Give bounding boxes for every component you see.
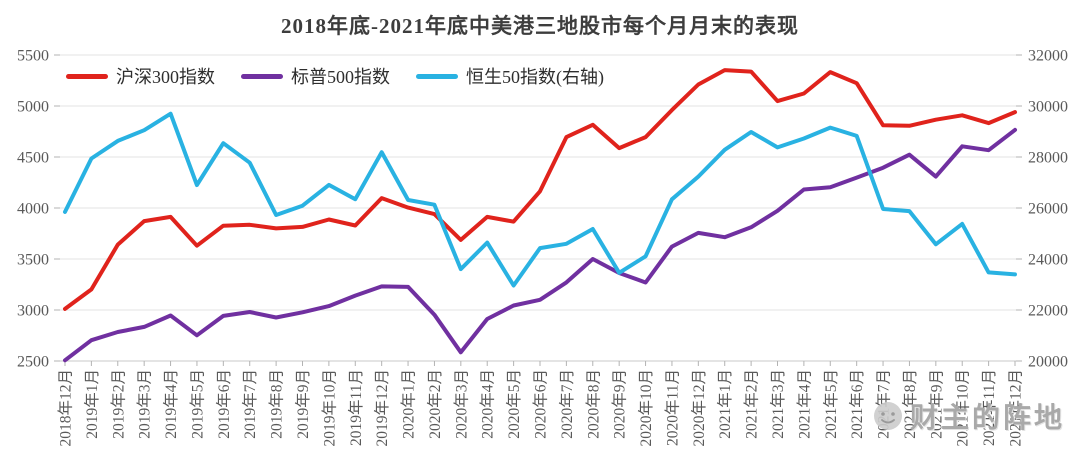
x-axis-label: 2020年5月 [505, 369, 523, 439]
series-line-1 [63, 127, 1017, 363]
x-axis-label: 2021年7月 [875, 369, 893, 439]
left-axis-label: 2500 [17, 354, 49, 371]
legend-swatch-hs50-icon [416, 73, 458, 79]
right-axis-label: 32000 [1028, 48, 1068, 65]
x-axis-label: 2020年7月 [558, 369, 576, 439]
x-axis-label: 2020年9月 [611, 369, 629, 439]
x-axis-label: 2021年4月 [795, 369, 813, 439]
x-axis-label: 2019年4月 [162, 369, 180, 439]
x-axis-label: 2019年6月 [215, 369, 233, 439]
x-axis-label: 2021年1月 [716, 369, 734, 439]
x-axis-label: 2019年2月 [109, 369, 127, 439]
right-axis-label: 26000 [1028, 201, 1068, 218]
left-axis-label: 3500 [17, 252, 49, 269]
x-axis-label: 2021年6月 [848, 369, 866, 439]
x-axis-label: 2019年9月 [294, 369, 312, 439]
x-axis-label: 2019年1月 [83, 369, 101, 439]
x-axis-label: 2020年3月 [452, 369, 470, 439]
right-axis-label: 22000 [1028, 303, 1068, 320]
x-axis-label: 2019年11月 [347, 369, 365, 446]
x-axis-label: 2019年12月 [373, 369, 391, 447]
x-axis-label: 2020年12月 [690, 369, 708, 447]
left-axis-label: 4500 [17, 150, 49, 167]
right-axis-label: 30000 [1028, 99, 1068, 116]
x-axis-label: 2020年6月 [532, 369, 550, 439]
legend-label-csi300: 沪深300指数 [116, 67, 215, 87]
legend-item-hs50: 恒生50指数(右轴) [416, 63, 604, 89]
x-axis-label: 2021年3月 [769, 369, 787, 439]
x-axis-label: 2021年8月 [901, 369, 919, 439]
x-axis-label: 2021年2月 [743, 369, 761, 439]
x-axis-label: 2020年11月 [663, 369, 681, 446]
legend-swatch-csi300-icon [66, 73, 108, 79]
legend-label-hs50: 恒生50指数(右轴) [466, 67, 604, 87]
x-axis-label: 2019年8月 [268, 369, 286, 439]
x-axis-label: 2021年9月 [927, 369, 945, 439]
x-axis-label: 2021年5月 [822, 369, 840, 439]
legend-label-sp500: 标普500指数 [291, 67, 390, 87]
series-line-0 [63, 68, 1017, 311]
x-axis-label: 2020年2月 [426, 369, 444, 439]
x-axis-label: 2020年8月 [584, 369, 602, 439]
legend-swatch-sp500-icon [241, 73, 283, 79]
x-axis-label: 2019年7月 [241, 369, 259, 439]
right-axis-label: 20000 [1028, 354, 1068, 371]
left-axis-label: 5000 [17, 99, 49, 116]
x-axis-label: 2019年5月 [188, 369, 206, 439]
chart-title: 2018年底-2021年底中美港三地股市每个月月末的表现 [281, 14, 799, 38]
x-axis-label: 2020年10月 [637, 369, 655, 447]
right-axis-label: 24000 [1028, 252, 1068, 269]
x-axis-label: 2021年12月 [1007, 369, 1025, 447]
x-axis-label: 2021年11月 [980, 369, 998, 446]
x-axis-label: 2018年12月 [57, 369, 75, 447]
left-axis-label: 4000 [17, 201, 49, 218]
x-axis-label: 2020年1月 [400, 369, 418, 439]
x-axis-label: 2019年3月 [136, 369, 154, 439]
legend-item-csi300: 沪深300指数 [66, 63, 215, 89]
legend-item-sp500: 标普500指数 [241, 63, 390, 89]
legend: 沪深300指数 标普500指数 恒生50指数(右轴) [66, 63, 604, 89]
x-axis-label: 2019年10月 [320, 369, 338, 447]
left-axis-label: 5500 [17, 48, 49, 65]
right-axis-label: 28000 [1028, 150, 1068, 167]
x-axis-label: 2020年4月 [479, 369, 497, 439]
series-line-2 [63, 111, 1017, 288]
left-axis-label: 3000 [17, 303, 49, 320]
x-axis-label: 2021年10月 [954, 369, 972, 447]
